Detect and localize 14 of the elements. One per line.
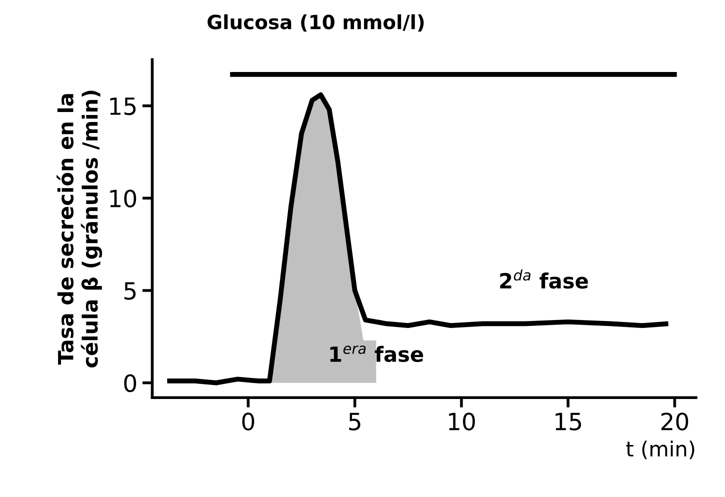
y-tick-label: 5 bbox=[124, 282, 136, 300]
x-tick-label: 20 bbox=[661, 412, 688, 430]
x-tick-label: 10 bbox=[449, 412, 475, 430]
x-tick-label: 5 bbox=[349, 412, 360, 430]
y-axis-title: Tasa de secreción en la célula β (gránulos /min) bbox=[56, 90, 102, 368]
y-tick-label: 10 bbox=[110, 190, 136, 208]
annotation: 1$^{era}$ fase bbox=[330, 346, 424, 362]
y-tick-label: 15 bbox=[110, 98, 136, 116]
y-tick-label: 0 bbox=[124, 374, 136, 392]
x-tick-label: 0 bbox=[242, 412, 254, 430]
annotation: 2$^{da}$ fase bbox=[500, 269, 588, 289]
chart-title: Glucosa (10 mmol/l) bbox=[208, 14, 424, 32]
x-axis-title: t (min) bbox=[626, 440, 694, 460]
x-tick-label: 15 bbox=[556, 412, 582, 430]
